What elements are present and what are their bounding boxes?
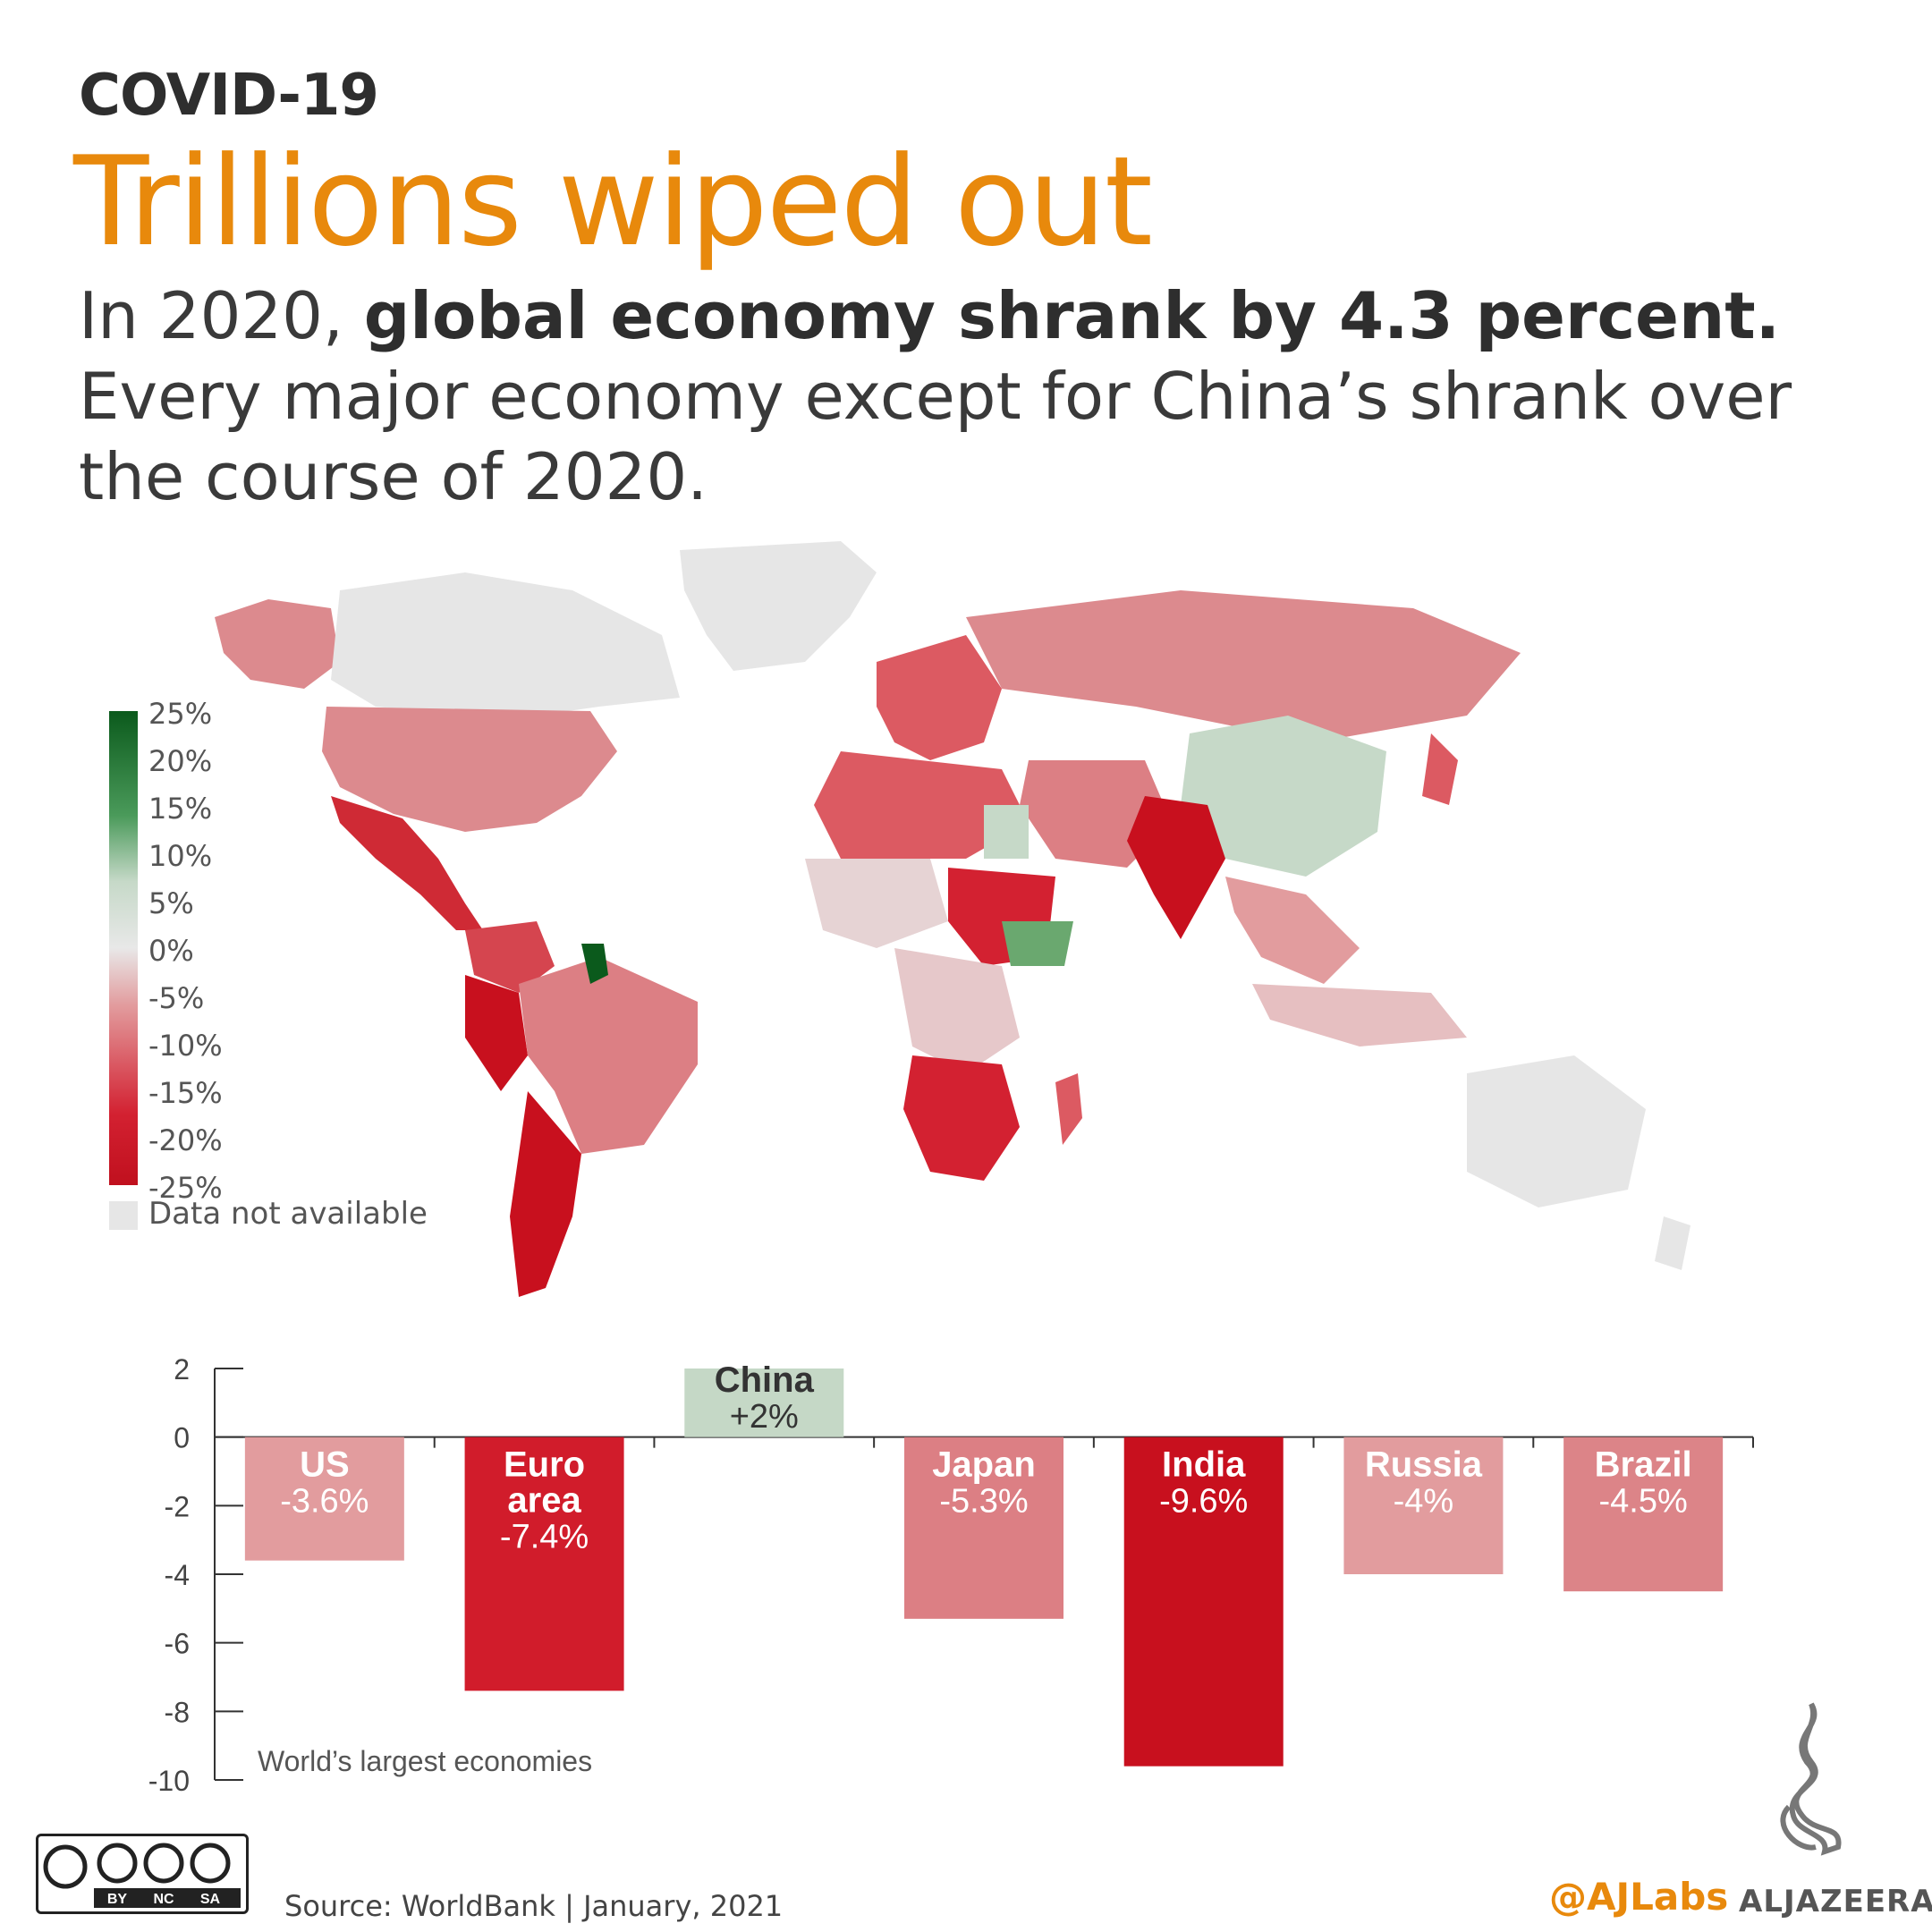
map-region-greenland: [680, 541, 877, 671]
map-region-usa: [322, 707, 617, 832]
map-region-argentina: [510, 1091, 581, 1297]
bar: [1343, 1436, 1504, 1574]
by-icon: [97, 1843, 138, 1884]
legend-tick: -15%: [148, 1076, 223, 1110]
subtitle: In 2020, global economy shrank by 4.3 pe…: [79, 275, 1868, 517]
legend-tick: -20%: [148, 1123, 223, 1157]
world-choropleth-map: [215, 541, 1690, 1297]
map-region-alaska: [215, 599, 340, 689]
y-tick-label: -10: [148, 1765, 190, 1797]
legend-tick: 5%: [148, 886, 194, 920]
y-tick-label: 0: [174, 1422, 190, 1454]
legend-color-scale: [109, 711, 138, 1185]
map-region-europe: [877, 635, 1002, 760]
map-region-indonesia: [1252, 984, 1467, 1046]
ajlabs-handle: @AJLabs: [1549, 1875, 1729, 1919]
cc-license-badge: BY NC SA: [36, 1834, 249, 1914]
y-tick-label: -8: [165, 1696, 190, 1728]
map-region-canada: [331, 572, 680, 716]
map-region-north-africa: [814, 751, 1029, 859]
map-region-peru: [465, 975, 528, 1091]
aljazeera-brand: ALJAZEERA: [1739, 1884, 1932, 1919]
map-region-ethiopia: [1002, 921, 1073, 966]
bar-category-label: Japan: [932, 1445, 1036, 1485]
cc-by-label: BY: [107, 1892, 128, 1907]
na-label: Data not available: [148, 1196, 428, 1232]
map-region-mexico: [331, 796, 483, 930]
chart-annotation: World’s largest economies: [258, 1745, 592, 1777]
map-region-west-africa: [805, 859, 948, 948]
subtitle-rest: Every major economy except for China’s s…: [79, 359, 1792, 514]
map-region-colombia: [465, 921, 555, 993]
bar-value-label: -7.4%: [500, 1519, 589, 1556]
bar-value-label: +2%: [730, 1398, 799, 1436]
map-region-china: [1181, 716, 1386, 877]
cc-icon: [43, 1844, 88, 1889]
legend-tick: -25%: [148, 1171, 223, 1205]
page-title: Trillions wiped out: [73, 130, 1153, 274]
bar-category-label: US: [300, 1445, 350, 1485]
source-note: Source: WorldBank | January, 2021: [284, 1889, 784, 1923]
cc-nc-label: NC: [153, 1892, 174, 1907]
bar: [244, 1436, 404, 1561]
sa-icon: [190, 1843, 231, 1884]
bar: [464, 1436, 624, 1691]
bar: [1563, 1436, 1724, 1592]
map-region-australia: [1467, 1055, 1646, 1208]
map-region-southern-africa: [903, 1055, 1020, 1181]
map-region-india: [1127, 796, 1225, 939]
map-region-egypt: [984, 805, 1029, 859]
legend-tick: -10%: [148, 1029, 223, 1063]
map-region-japan: [1422, 733, 1458, 805]
bar: [1123, 1436, 1284, 1767]
bar: [684, 1368, 844, 1437]
bar-value-label: -5.3%: [939, 1483, 1028, 1521]
y-tick-label: -2: [165, 1490, 190, 1522]
map-region-guyana: [581, 944, 608, 984]
legend-tick: 0%: [148, 934, 194, 968]
bar-category-label: Russia: [1365, 1445, 1483, 1485]
kicker: COVID-19: [79, 63, 379, 129]
bar-category-label: area: [507, 1481, 581, 1521]
map-region-southeast-asia: [1225, 877, 1360, 984]
legend-tick: -5%: [148, 981, 205, 1015]
y-tick-label: -4: [165, 1559, 190, 1591]
bar-category-label: China: [715, 1360, 815, 1400]
bar-value-label: -3.6%: [280, 1483, 369, 1521]
aljazeera-logo-icon: [1762, 1699, 1860, 1864]
legend-tick: 15%: [148, 792, 213, 826]
legend-tick: 20%: [148, 744, 213, 778]
map-region-russia: [966, 590, 1521, 742]
map-region-madagascar: [1055, 1073, 1082, 1145]
bar-value-label: -4.5%: [1599, 1483, 1688, 1521]
bar-category-label: Euro: [504, 1445, 585, 1485]
legend-tick: 10%: [148, 839, 213, 873]
legend-tick: 25%: [148, 697, 213, 731]
subtitle-bold: global economy shrank by 4.3 percent.: [363, 278, 1781, 353]
bar-category-label: India: [1162, 1445, 1246, 1485]
bar-category-label: Brazil: [1595, 1445, 1692, 1485]
y-tick-label: 2: [174, 1353, 190, 1385]
map-region-central-africa: [894, 948, 1020, 1073]
y-tick-label: -6: [165, 1628, 190, 1660]
na-swatch: [109, 1201, 138, 1230]
nc-icon: [143, 1843, 184, 1884]
subtitle-prefix: In 2020,: [79, 278, 343, 353]
map-region-brazil: [519, 957, 698, 1154]
bar-value-label: -4%: [1394, 1483, 1454, 1521]
cc-sa-label: SA: [200, 1892, 221, 1907]
bar: [904, 1436, 1063, 1619]
bar-value-label: -9.6%: [1159, 1483, 1248, 1521]
map-region-new-zealand: [1655, 1216, 1690, 1270]
